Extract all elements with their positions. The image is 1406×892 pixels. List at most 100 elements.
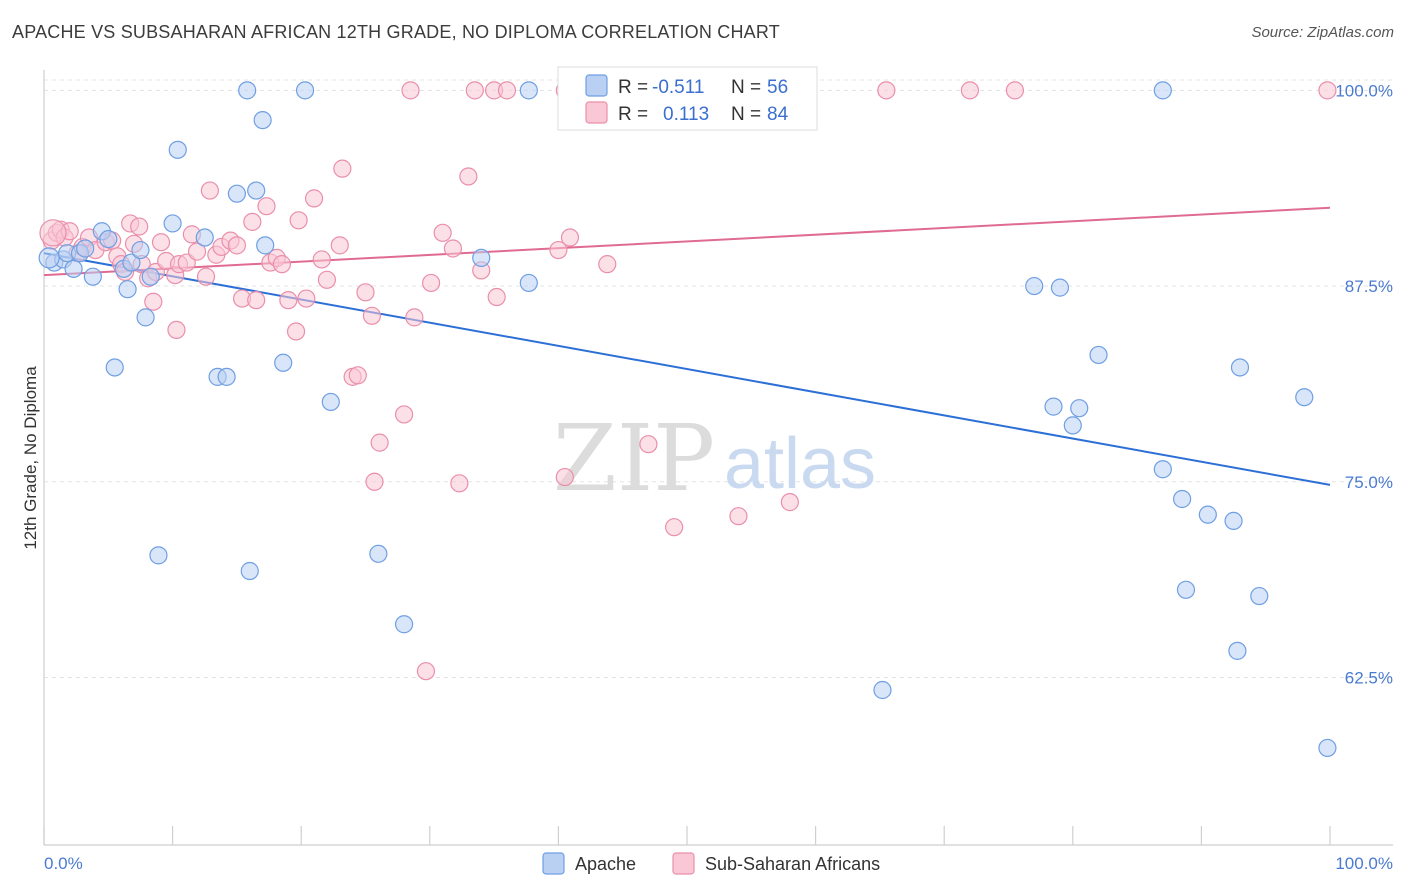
data-point-apache xyxy=(1153,81,1172,100)
data-point-apache xyxy=(369,544,388,563)
legend-r-label-subsaharan: R = xyxy=(618,104,648,125)
data-point-subsaharan xyxy=(443,239,463,258)
x-tick-label-0: 0.0% xyxy=(44,854,83,873)
legend-n-value-apache: 56 xyxy=(767,77,788,98)
data-point-subsaharan xyxy=(356,283,375,302)
x-tick-label-100: 100.0% xyxy=(1335,854,1393,873)
x-ticks xyxy=(43,826,1331,845)
chart-title: APACHE VS SUBSAHARAN AFRICAN 12TH GRADE,… xyxy=(12,22,780,42)
data-point-subsaharan xyxy=(960,81,980,100)
data-point-apache xyxy=(1044,397,1063,416)
data-point-subsaharan xyxy=(227,236,246,255)
data-point-apache xyxy=(519,273,538,293)
data-point-apache xyxy=(238,81,257,100)
data-point-subsaharan xyxy=(555,467,574,487)
data-point-subsaharan xyxy=(243,212,262,231)
data-point-subsaharan xyxy=(289,211,308,230)
data-point-subsaharan xyxy=(416,662,436,681)
legend-r-value-apache: -0.511 xyxy=(652,77,704,98)
data-point-subsaharan xyxy=(665,518,684,537)
data-point-subsaharan xyxy=(370,433,389,452)
data-point-subsaharan xyxy=(272,255,292,274)
legend: R = -0.511 N = 56 R = 0.113 N = 84 xyxy=(557,66,818,131)
data-point-subsaharan xyxy=(394,405,414,424)
data-point-apache xyxy=(1173,489,1192,509)
data-point-apache xyxy=(168,140,187,159)
data-point-subsaharan xyxy=(257,197,276,216)
data-point-subsaharan xyxy=(365,472,384,491)
data-point-subsaharan xyxy=(200,181,219,200)
data-point-apache xyxy=(1176,580,1196,599)
data-point-apache xyxy=(1250,586,1269,606)
data-point-apache xyxy=(1198,505,1217,524)
data-point-apache xyxy=(131,240,150,260)
data-point-apache xyxy=(76,239,95,258)
data-point-apache xyxy=(472,248,491,267)
data-point-subsaharan xyxy=(187,242,207,261)
data-point-subsaharan xyxy=(487,287,506,307)
bottom-legend-swatch-subsaharan xyxy=(672,852,695,875)
data-point-apache xyxy=(1153,460,1172,479)
data-point-apache xyxy=(227,184,246,203)
data-point-apache xyxy=(873,680,892,700)
data-point-apache xyxy=(1228,641,1247,660)
data-point-subsaharan xyxy=(433,223,452,242)
data-point-apache xyxy=(1063,416,1082,435)
data-point-apache xyxy=(256,236,275,255)
data-point-apache xyxy=(1025,276,1044,296)
data-point-apache xyxy=(253,111,272,130)
data-point-subsaharan xyxy=(560,228,580,247)
data-point-apache xyxy=(274,353,293,372)
data-point-subsaharan xyxy=(151,233,171,252)
data-point-apache xyxy=(136,308,155,327)
y-tick-label: 62.5% xyxy=(1345,668,1393,687)
data-point-subsaharan xyxy=(333,159,352,178)
data-point-subsaharan xyxy=(279,291,298,310)
data-point-subsaharan xyxy=(304,189,324,208)
data-point-subsaharan xyxy=(497,81,517,100)
chart-source: Source: ZipAtlas.com xyxy=(1251,24,1394,41)
data-point-subsaharan xyxy=(167,320,186,339)
data-point-apache xyxy=(1318,738,1337,758)
data-point-apache xyxy=(105,358,124,377)
bottom-legend-label-subsaharan: Sub-Saharan Africans xyxy=(705,854,880,874)
data-point-subsaharan xyxy=(598,255,617,274)
legend-n-label-subsaharan: N = xyxy=(731,104,761,125)
data-point-apache xyxy=(1050,278,1070,297)
data-point-apache xyxy=(99,229,118,249)
data-point-subsaharan xyxy=(450,474,469,493)
data-point-subsaharan xyxy=(286,322,306,341)
data-point-apache xyxy=(295,81,315,100)
data-point-apache xyxy=(1070,399,1089,418)
data-point-subsaharan xyxy=(130,217,149,236)
data-point-subsaharan xyxy=(1005,81,1025,100)
data-point-subsaharan xyxy=(362,306,382,325)
legend-r-label-apache: R = xyxy=(618,77,648,98)
y-tick-label: 100.0% xyxy=(1335,81,1393,100)
watermark-zip: ZIP xyxy=(553,405,715,512)
data-point-subsaharan xyxy=(639,435,658,454)
data-point-subsaharan xyxy=(405,308,424,327)
data-point-subsaharan xyxy=(780,493,799,512)
data-point-subsaharan xyxy=(1318,81,1337,100)
data-point-apache xyxy=(240,561,259,581)
data-point-apache xyxy=(217,367,236,386)
data-point-subsaharan xyxy=(877,81,896,100)
data-point-apache xyxy=(141,267,160,286)
data-point-apache xyxy=(247,181,266,200)
watermark: ZIP atlas xyxy=(553,405,876,512)
data-point-subsaharan xyxy=(317,270,337,289)
data-point-apache xyxy=(64,259,83,278)
legend-swatch-apache xyxy=(585,74,608,97)
data-point-subsaharan xyxy=(39,219,67,247)
data-point-apache xyxy=(394,615,414,634)
data-point-subsaharan xyxy=(348,366,367,385)
data-point-apache xyxy=(1295,388,1314,407)
legend-n-label-apache: N = xyxy=(731,77,761,98)
data-point-apache xyxy=(1224,511,1243,531)
data-point-apache xyxy=(1089,345,1108,365)
data-point-subsaharan xyxy=(312,250,331,269)
data-point-apache xyxy=(163,214,182,233)
trend-line-subsaharan xyxy=(43,206,1331,277)
